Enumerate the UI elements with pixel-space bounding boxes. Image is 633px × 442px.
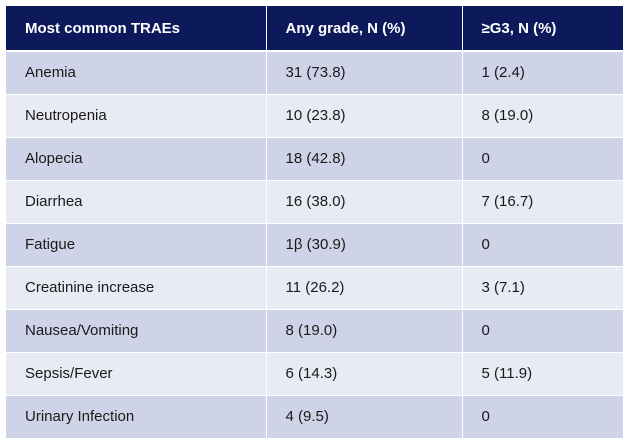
cell-trae: Diarrhea — [6, 180, 267, 224]
cell-trae: Alopecia — [6, 137, 267, 181]
header-row: Most common TRAEs Any grade, N (%) ≥G3, … — [6, 6, 623, 52]
cell-trae: Nausea/Vomiting — [6, 309, 267, 353]
cell-any-grade: 8 (19.0) — [266, 309, 463, 353]
cell-trae: Anemia — [6, 51, 267, 95]
table-row: Diarrhea 16 (38.0) 7 (16.7) — [6, 180, 623, 224]
cell-any-grade: 11 (26.2) — [266, 266, 463, 310]
cell-any-grade: 16 (38.0) — [266, 180, 463, 224]
header-cell-any-grade: Any grade, N (%) — [266, 6, 463, 52]
table-row: Neutropenia 10 (23.8) 8 (19.0) — [6, 94, 623, 138]
table-row: Alopecia 18 (42.8) 0 — [6, 137, 623, 181]
cell-trae: Neutropenia — [6, 94, 267, 138]
header-cell-trae: Most common TRAEs — [6, 6, 267, 52]
header-cell-g3: ≥G3, N (%) — [462, 6, 623, 52]
table-row: Fatigue 1β (30.9) 0 — [6, 223, 623, 267]
table-row: Urinary Infection 4 (9.5) 0 — [6, 395, 623, 439]
cell-g3: 0 — [462, 223, 623, 267]
cell-any-grade: 31 (73.8) — [266, 51, 463, 95]
cell-g3: 0 — [462, 395, 623, 439]
cell-any-grade: 4 (9.5) — [266, 395, 463, 439]
cell-trae: Sepsis/Fever — [6, 352, 267, 396]
cell-any-grade: 18 (42.8) — [266, 137, 463, 181]
cell-trae: Creatinine increase — [6, 266, 267, 310]
cell-g3: 3 (7.1) — [462, 266, 623, 310]
table-row: Sepsis/Fever 6 (14.3) 5 (11.9) — [6, 352, 623, 396]
table-row: Creatinine increase 11 (26.2) 3 (7.1) — [6, 266, 623, 310]
cell-g3: 8 (19.0) — [462, 94, 623, 138]
cell-any-grade: 10 (23.8) — [266, 94, 463, 138]
trae-table: Most common TRAEs Any grade, N (%) ≥G3, … — [6, 6, 623, 439]
cell-g3: 0 — [462, 309, 623, 353]
table-row: Nausea/Vomiting 8 (19.0) 0 — [6, 309, 623, 353]
cell-g3: 1 (2.4) — [462, 51, 623, 95]
cell-g3: 5 (11.9) — [462, 352, 623, 396]
cell-any-grade: 6 (14.3) — [266, 352, 463, 396]
cell-trae: Urinary Infection — [6, 395, 267, 439]
cell-trae: Fatigue — [6, 223, 267, 267]
cell-g3: 0 — [462, 137, 623, 181]
table-row: Anemia 31 (73.8) 1 (2.4) — [6, 51, 623, 95]
cell-g3: 7 (16.7) — [462, 180, 623, 224]
cell-any-grade: 1β (30.9) — [266, 223, 463, 267]
